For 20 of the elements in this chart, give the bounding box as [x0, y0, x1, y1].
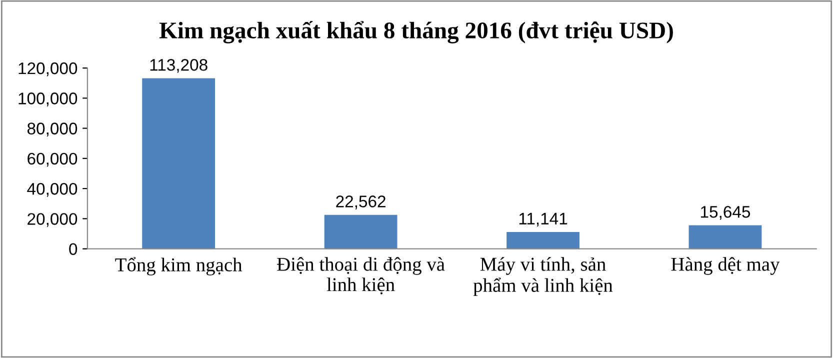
x-tick-label: Tổng kim ngạch: [115, 257, 242, 276]
y-tick-label: 0: [69, 243, 78, 256]
y-tick-label: 100,000: [18, 92, 78, 106]
chart-title: Kim ngạch xuất khẩu 8 tháng 2016 (đvt triệu USD): [159, 21, 673, 44]
x-tick-label: Điện thoại di động và linh kiện: [277, 257, 445, 294]
x-tick-label: Hàng dệt may: [671, 257, 780, 275]
y-tick-label: 120,000: [18, 62, 78, 76]
data-label: 15,645: [701, 206, 750, 220]
data-label: 22,562: [336, 196, 386, 210]
y-tick-label: 40,000: [27, 182, 78, 197]
bar: [688, 225, 762, 249]
data-label: 11,141: [519, 212, 568, 227]
y-tick-label: 80,000: [27, 122, 78, 136]
x-tick-label: Máy vi tính, sản phẩm và linh kiện: [473, 257, 613, 296]
y-tick-label: 20,000: [28, 213, 78, 227]
bar: [142, 78, 216, 249]
y-tick-label: 60,000: [28, 152, 78, 167]
bar: [324, 214, 398, 249]
data-label: 113,208: [150, 58, 208, 73]
bar: [506, 232, 580, 249]
